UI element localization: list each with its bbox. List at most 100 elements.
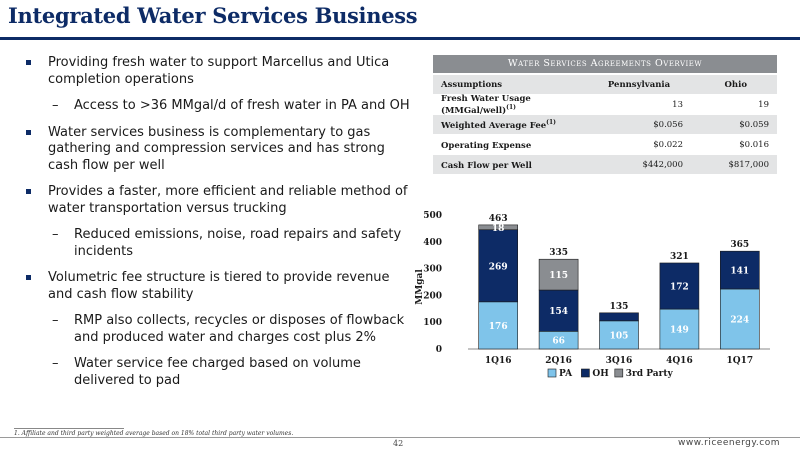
row-label-text: Cash Flow per Well <box>441 160 532 171</box>
sub-bullet-item: – RMP also collects, recycles or disposes… <box>14 313 414 346</box>
segment-value-label: 176 <box>489 322 508 332</box>
dash-bullet-icon: – <box>52 356 59 371</box>
bottom-rule <box>0 437 800 438</box>
page-title: Integrated Water Services Business <box>8 3 418 28</box>
bar-total-label: 335 <box>549 248 568 258</box>
ohio-value: $0.016 <box>739 139 769 150</box>
page-number: 42 <box>393 439 404 448</box>
bullet-item: Providing fresh water to support Marcell… <box>14 55 414 88</box>
title-rule <box>0 37 800 40</box>
table-row: Operating Expense $0.022 $0.016 <box>433 135 777 155</box>
bar-total-label: 135 <box>610 302 629 312</box>
bullet-text: Reduced emissions, noise, road repairs a… <box>74 227 402 259</box>
bullet-item: Water services business is complementary… <box>14 125 414 175</box>
ohio-value: 19 <box>758 99 769 110</box>
y-tick-label: 200 <box>423 291 442 301</box>
table-row: Weighted Average Fee(1) $0.056 $0.059 <box>433 115 777 135</box>
bullet-item: Provides a faster, more efficient and re… <box>14 184 414 217</box>
bar-segment-pa <box>478 301 518 350</box>
bar-segment-3rd-party <box>538 258 579 291</box>
bar-total-label: 321 <box>670 252 689 262</box>
bullet-text: Volumetric fee structure is tiered to pr… <box>48 270 390 302</box>
row-label-text: Operating Expense <box>441 140 532 151</box>
bullet-text: Provides a faster, more efficient and re… <box>48 184 408 216</box>
bullet-item: Volumetric fee structure is tiered to pr… <box>14 270 414 303</box>
bar-total-label: 365 <box>730 240 749 250</box>
bar-segment-oh <box>478 229 518 303</box>
ohio-value: $0.059 <box>739 119 769 130</box>
row-label: Fresh Water Usage (MMGal/well)(1) <box>433 94 593 116</box>
segment-value-label: 141 <box>730 267 749 277</box>
bar-total-label: 463 <box>489 214 508 224</box>
segment-value-label: 224 <box>730 315 749 325</box>
segment-value-label: 172 <box>670 283 689 293</box>
pennsylvania-value: $0.056 <box>653 119 683 130</box>
y-tick-label: 100 <box>423 318 442 328</box>
legend-swatch <box>614 368 624 378</box>
bar-segment-3rd-party <box>478 224 518 231</box>
bar-segment-pa <box>599 320 639 350</box>
segment-value-label: 115 <box>549 271 568 281</box>
square-bullet-icon <box>26 189 31 194</box>
row-label: Operating Expense <box>433 139 593 151</box>
pennsylvania-value: $442,000 <box>642 159 683 170</box>
footnote-ref: (1) <box>506 103 517 111</box>
legend-swatch <box>581 368 590 378</box>
x-tick-label: 1Q17 <box>726 356 753 366</box>
segment-value-label: 18 <box>492 224 505 234</box>
row-label: Cash Flow per Well <box>433 159 593 171</box>
table-header-row: Assumptions Pennsylvania Ohio <box>433 75 777 95</box>
header-ohio: Ohio <box>724 79 747 90</box>
row-label-text: Fresh Water Usage (MMGal/well) <box>441 93 531 116</box>
header-pennsylvania: Pennsylvania <box>607 79 671 90</box>
bar-segment-oh <box>719 250 760 290</box>
y-tick-label: 400 <box>423 238 442 248</box>
row-label-text: Weighted Average Fee <box>441 120 547 131</box>
footnote-rule <box>14 428 124 429</box>
ohio-value: $817,000 <box>728 159 769 170</box>
x-tick-label: 1Q16 <box>485 356 512 366</box>
bar-segment-pa <box>719 288 760 350</box>
website-url: www.riceenergy.com <box>678 438 780 448</box>
table-title: Water Services Agreements Overview <box>433 55 777 73</box>
bullet-text: Water service fee charged based on volum… <box>74 356 361 388</box>
bullet-list: Providing fresh water to support Marcell… <box>14 55 414 399</box>
segment-value-label: 66 <box>552 337 565 347</box>
pennsylvania-value: 13 <box>672 99 683 110</box>
y-tick-label: 300 <box>423 265 442 275</box>
y-tick-label: 0 <box>436 345 442 355</box>
segment-value-label: 269 <box>489 262 508 272</box>
header-assumptions: Assumptions <box>441 79 503 90</box>
segment-value-label: 154 <box>549 307 568 317</box>
dash-bullet-icon: – <box>52 227 59 242</box>
row-label: Weighted Average Fee(1) <box>433 119 593 131</box>
legend-label: OH <box>592 369 609 379</box>
x-tick-label: 4Q16 <box>666 356 693 366</box>
bullet-text: Access to >36 MMgal/d of fresh water in … <box>74 98 410 113</box>
bar-segment-pa <box>659 308 700 350</box>
bar-segment-oh <box>538 289 579 332</box>
x-tick-label: 3Q16 <box>606 356 633 366</box>
square-bullet-icon <box>26 275 31 280</box>
bullet-text: RMP also collects, recycles or disposes … <box>74 313 405 345</box>
dash-bullet-icon: – <box>52 98 59 113</box>
table-row: Fresh Water Usage (MMGal/well)(1) 13 19 <box>433 94 777 116</box>
footnote: 1. Affiliate and third party weighted av… <box>14 430 294 437</box>
pennsylvania-value: $0.022 <box>653 139 683 150</box>
sub-bullet-item: – Reduced emissions, noise, road repairs … <box>14 227 414 260</box>
square-bullet-icon <box>26 60 31 65</box>
y-tick-label: 500 <box>423 211 442 221</box>
table-row: Cash Flow per Well $442,000 $817,000 <box>433 155 777 175</box>
bullet-text: Water services business is complementary… <box>48 124 385 173</box>
bullet-text: Providing fresh water to support Marcell… <box>48 55 390 87</box>
footnote-ref: (1) <box>546 118 556 126</box>
bar-segment-oh <box>659 262 700 310</box>
sub-bullet-item: – Access to >36 MMgal/d of fresh water in… <box>14 98 414 115</box>
legend-label: PA <box>559 369 573 379</box>
legend-label: 3rd Party <box>626 369 674 379</box>
bar-segment-oh <box>599 312 639 322</box>
square-bullet-icon <box>26 129 31 135</box>
dash-bullet-icon: – <box>52 313 59 328</box>
y-axis-label: MMgal <box>415 269 425 305</box>
